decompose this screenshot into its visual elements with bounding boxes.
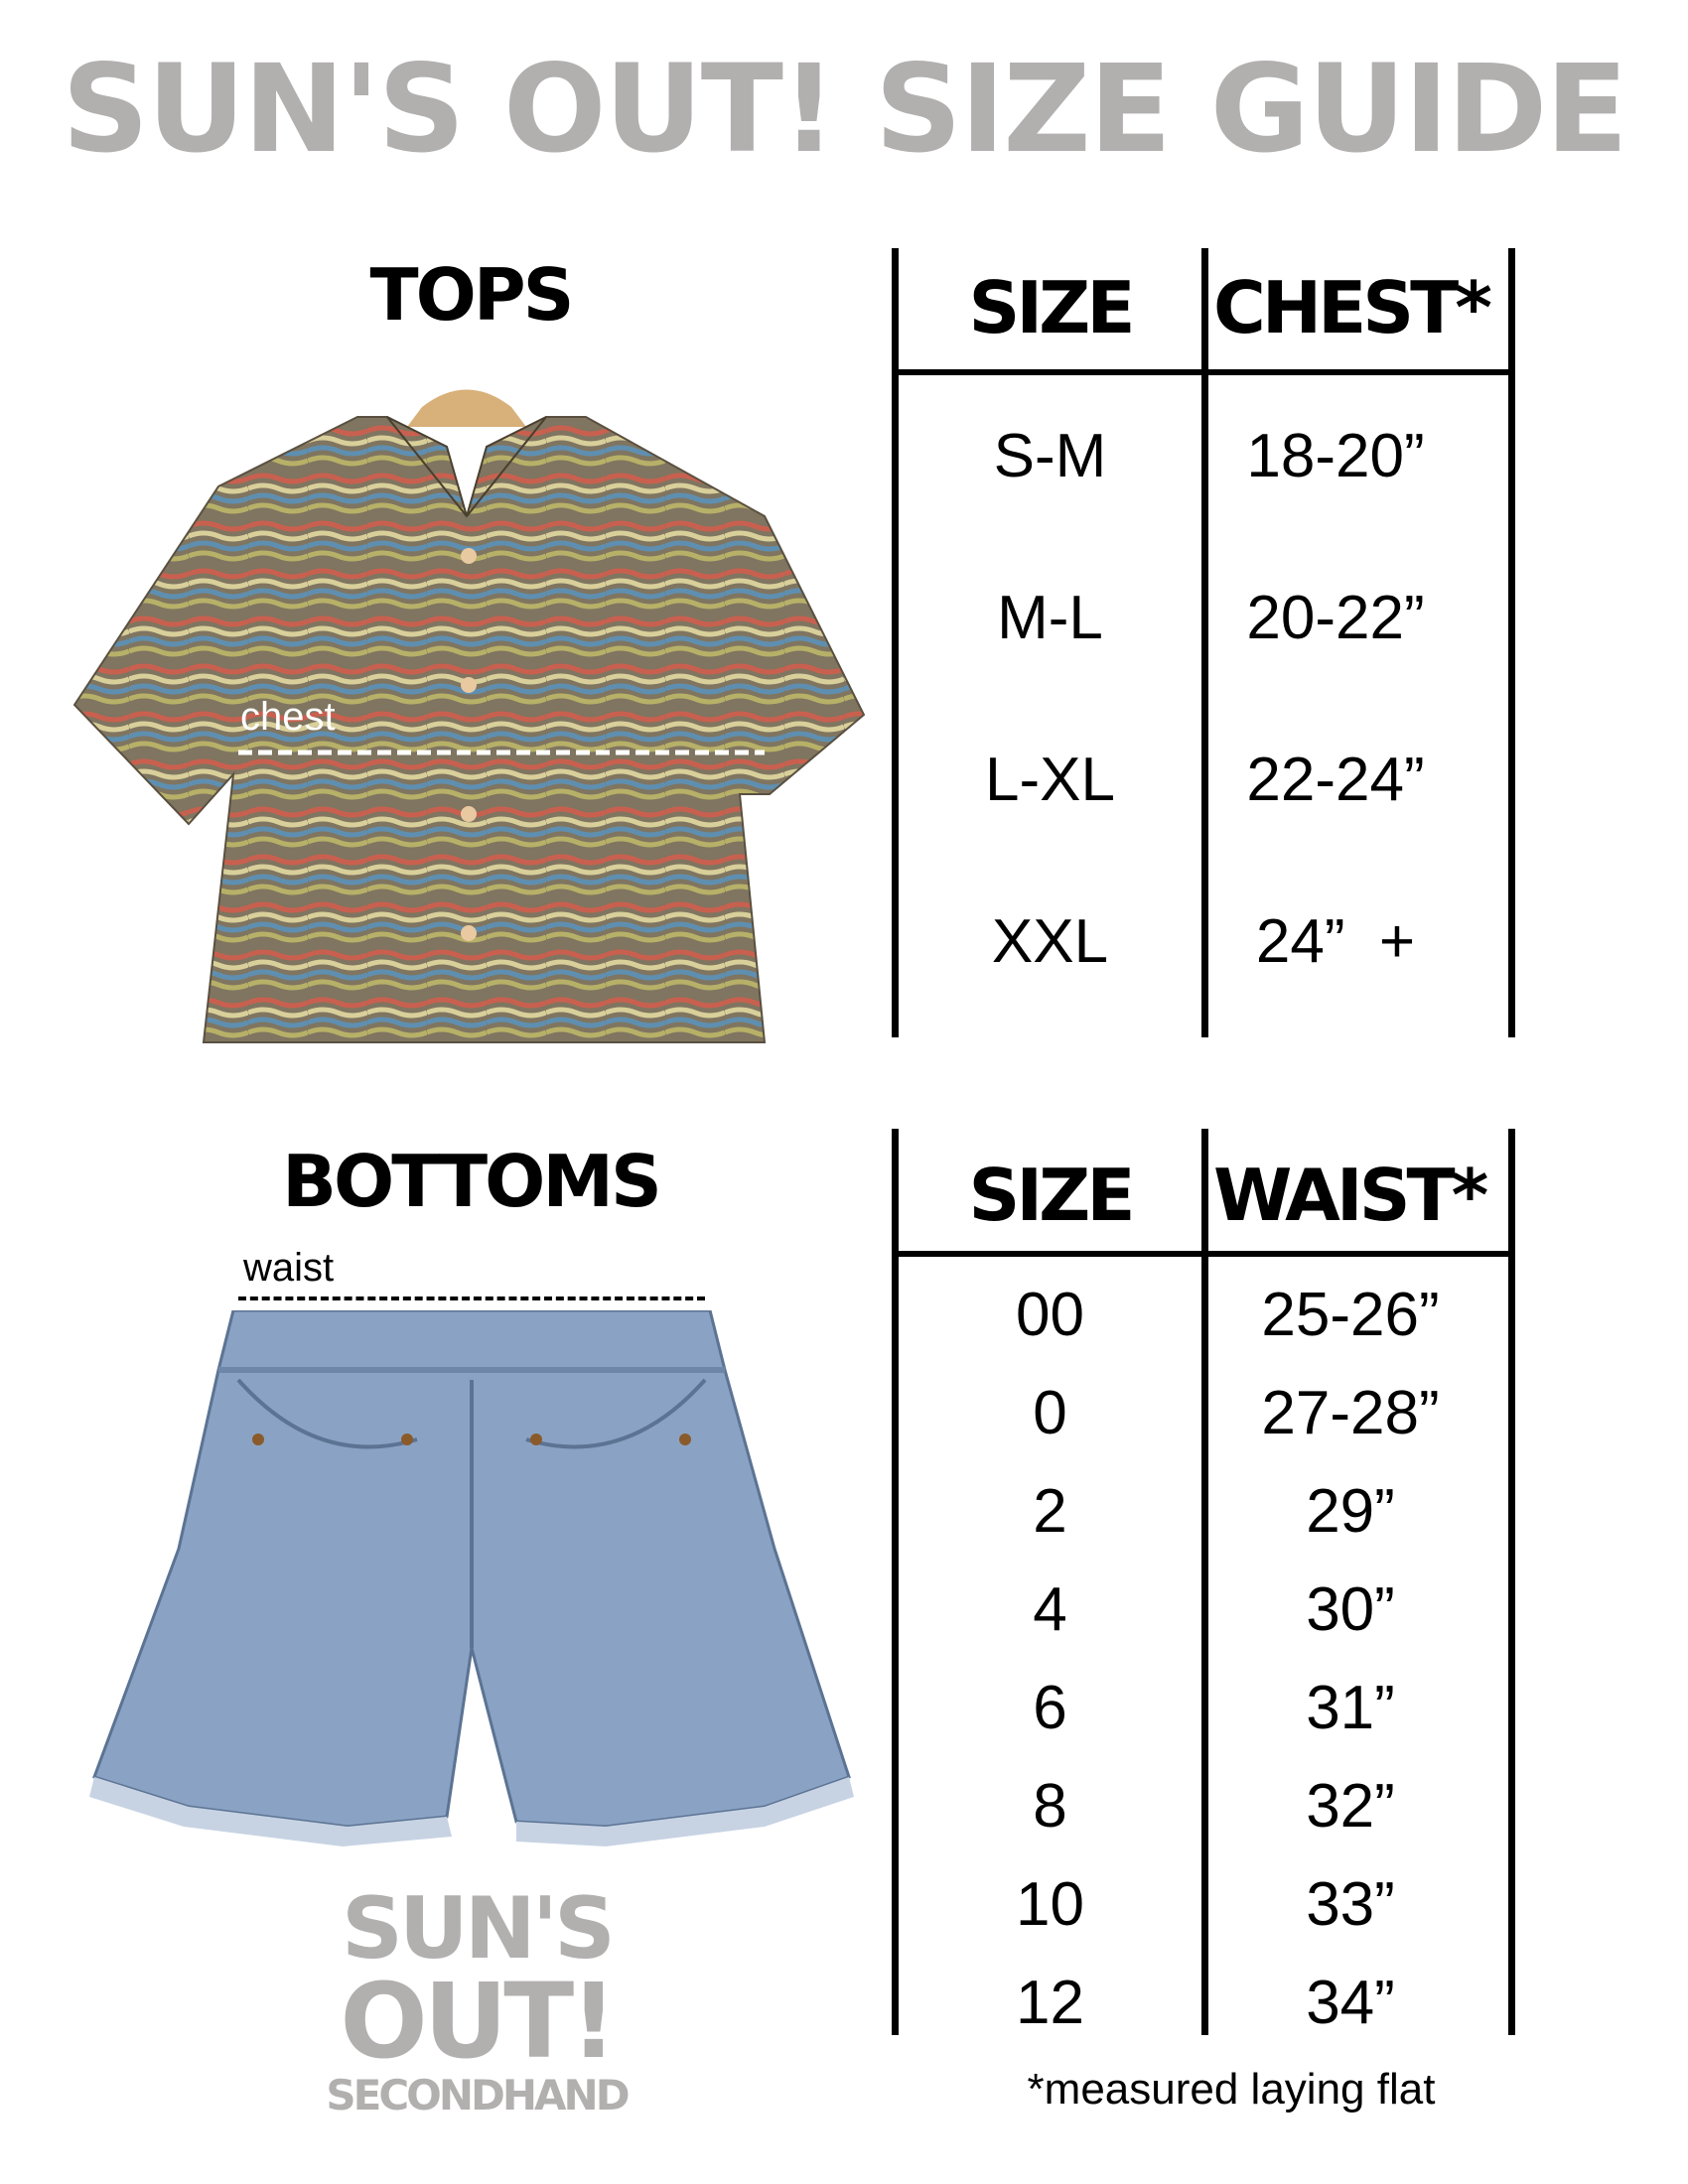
size-cell: S-M — [993, 422, 1107, 490]
waist-measure-line — [238, 1297, 705, 1300]
size-cell: 8 — [1033, 1772, 1067, 1841]
tops-heading: TOPS — [369, 253, 575, 337]
waist-cell: 33” — [1306, 1870, 1395, 1939]
column-header-chest: CHEST* — [1213, 266, 1492, 349]
waist-cell: 31” — [1306, 1674, 1395, 1742]
brand-logo: SUN'S OUT! SECONDHAND — [323, 1886, 631, 2120]
column-header-size: SIZE — [968, 1154, 1135, 1237]
column-header-size: SIZE — [968, 266, 1135, 349]
logo-line-3: SECONDHAND — [326, 2071, 630, 2119]
size-cell: M-L — [997, 584, 1103, 652]
table-border — [1508, 1129, 1515, 2035]
waist-cell: 34” — [1306, 1969, 1395, 2037]
table-header-rule — [894, 1251, 1509, 1257]
chest-cell: 20-22” — [1246, 584, 1425, 652]
size-cell: 6 — [1033, 1674, 1067, 1742]
chest-cell: 18-20” — [1246, 422, 1425, 490]
size-cell: 2 — [1033, 1477, 1067, 1546]
table-divider — [1201, 1129, 1208, 2035]
waist-cell: 32” — [1306, 1772, 1395, 1841]
waist-label: waist — [243, 1246, 335, 1290]
page-title: SUN'S OUT! SIZE GUIDE — [62, 39, 1628, 180]
waist-cell: 27-28” — [1261, 1379, 1440, 1447]
waist-cell: 30” — [1306, 1575, 1395, 1644]
table-border — [892, 1129, 899, 2035]
table-header-rule — [894, 369, 1509, 375]
size-cell: 0 — [1033, 1379, 1067, 1447]
logo-line-1: SUN'S — [341, 1879, 616, 1979]
size-cell: 12 — [1016, 1969, 1084, 2037]
footnote: *measured laying flat — [1027, 2065, 1436, 2114]
table-border — [1508, 248, 1515, 1037]
shorts-image — [89, 1310, 854, 1846]
chest-cell: 22-24” — [1246, 746, 1425, 814]
size-cell: 00 — [1016, 1281, 1084, 1349]
shirt-image — [72, 389, 866, 1043]
size-cell: XXL — [991, 907, 1109, 976]
waist-cell: 25-26” — [1261, 1281, 1440, 1349]
chest-label: chest — [240, 695, 336, 739]
waist-cell: 29” — [1306, 1477, 1395, 1546]
size-cell: 4 — [1033, 1575, 1067, 1644]
column-header-waist: WAIST* — [1213, 1154, 1488, 1237]
table-divider — [1201, 248, 1208, 1037]
logo-line-2: OUT! — [340, 1961, 617, 2082]
size-cell: L-XL — [985, 746, 1115, 814]
bottoms-heading: BOTTOMS — [282, 1140, 662, 1223]
chest-cell: 24” + — [1255, 907, 1416, 976]
size-cell: 10 — [1016, 1870, 1084, 1939]
table-border — [892, 248, 899, 1037]
